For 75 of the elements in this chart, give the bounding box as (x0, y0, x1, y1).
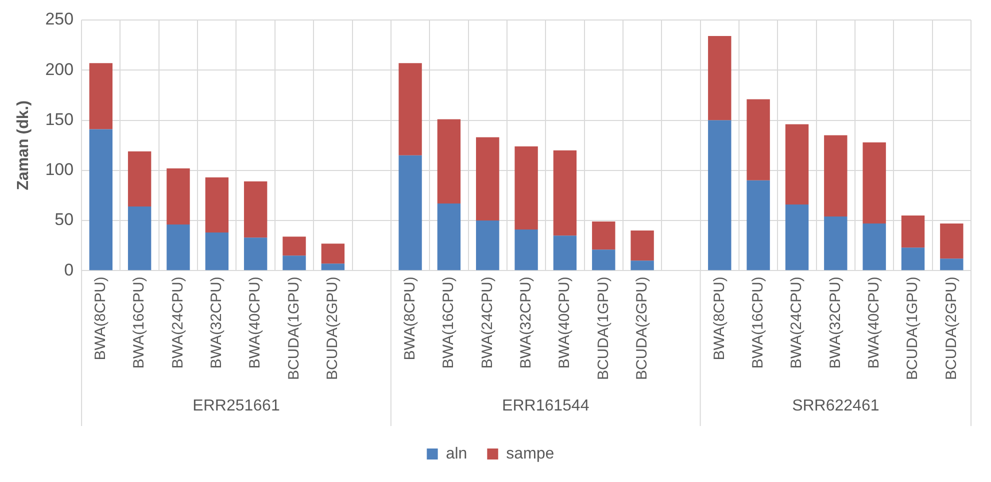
y-axis-title: Zaman (dk.) (15, 100, 32, 190)
y-tick-label: 250 (45, 10, 74, 29)
bar (321, 244, 345, 264)
x-tick-label: BWA(40CPU) (556, 276, 574, 369)
legend-label: aln (446, 445, 468, 462)
bar (437, 119, 461, 204)
x-tick-label: BCUDA(1GPU) (285, 276, 302, 380)
bar (708, 36, 732, 120)
bar (901, 248, 925, 270)
text: ERR161544 (502, 397, 590, 414)
bar (592, 222, 616, 250)
bar (205, 177, 229, 233)
bar (553, 150, 577, 236)
x-tick-label: BWA(24CPU) (169, 276, 186, 369)
x-tick-label: BWA(40CPU) (246, 276, 264, 369)
text: ERR251661 (192, 397, 280, 414)
bar (746, 180, 770, 270)
x-tick-label: BWA(16CPU) (130, 276, 148, 369)
bar (514, 230, 538, 270)
bar (128, 151, 152, 206)
y-tick-label: 50 (54, 210, 74, 230)
bar (630, 230, 654, 261)
legend-label: sampe (506, 445, 554, 462)
bar (630, 260, 654, 270)
bar (166, 168, 190, 225)
bar (592, 250, 616, 270)
bar (89, 63, 112, 130)
bar (940, 224, 964, 259)
bar (785, 124, 809, 204)
y-tick-label: 100 (45, 160, 74, 180)
bar (901, 216, 925, 248)
x-tick-label: BWA(24CPU) (478, 276, 496, 369)
x-tick-label: BWA(32CPU) (517, 276, 534, 369)
text: SRR622461 (792, 397, 880, 414)
bar (205, 232, 229, 270)
bar (940, 258, 964, 270)
bar (746, 99, 770, 180)
bar (553, 236, 577, 270)
x-tick-label: BCUDA(2GPU) (633, 276, 650, 380)
bar (862, 224, 886, 270)
x-tick-label: BCUDA(1GPU) (594, 276, 612, 380)
bar (398, 155, 422, 270)
bar (708, 120, 732, 270)
x-tick-label: BWA(32CPU) (208, 276, 226, 369)
bar (862, 142, 886, 224)
x-tick-label: BWA(8CPU) (92, 276, 110, 360)
x-tick-label: BWA(24CPU) (788, 276, 806, 369)
y-tick-label: 150 (45, 110, 74, 129)
x-tick-label: BWA(8CPU) (710, 276, 728, 360)
x-tick-label: BCUDA(2GPU) (942, 276, 960, 380)
bar (476, 137, 500, 221)
bar (398, 63, 422, 156)
bar (166, 224, 190, 270)
bar (824, 216, 848, 270)
bar (282, 256, 306, 270)
bar (824, 135, 848, 217)
x-tick-label: BWA(16CPU) (749, 276, 766, 369)
bar (128, 206, 152, 270)
bar (476, 220, 500, 270)
x-tick-label: BWA(16CPU) (440, 276, 458, 369)
x-tick-label: BCUDA(1GPU) (904, 276, 922, 380)
bar (437, 203, 461, 270)
bar (514, 146, 538, 230)
x-tick-label: BWA(32CPU) (826, 276, 844, 369)
y-tick-label: 200 (45, 60, 74, 79)
x-tick-label: BCUDA(2GPU) (324, 276, 342, 380)
bar (89, 129, 112, 270)
bar (785, 204, 809, 270)
bar (282, 236, 306, 256)
y-tick-label: 0 (64, 260, 74, 280)
x-tick-label: BWA(8CPU) (401, 276, 418, 360)
x-tick-label: BWA(40CPU) (865, 276, 882, 369)
bar (244, 181, 268, 238)
bar (321, 264, 345, 270)
bar (244, 238, 268, 270)
